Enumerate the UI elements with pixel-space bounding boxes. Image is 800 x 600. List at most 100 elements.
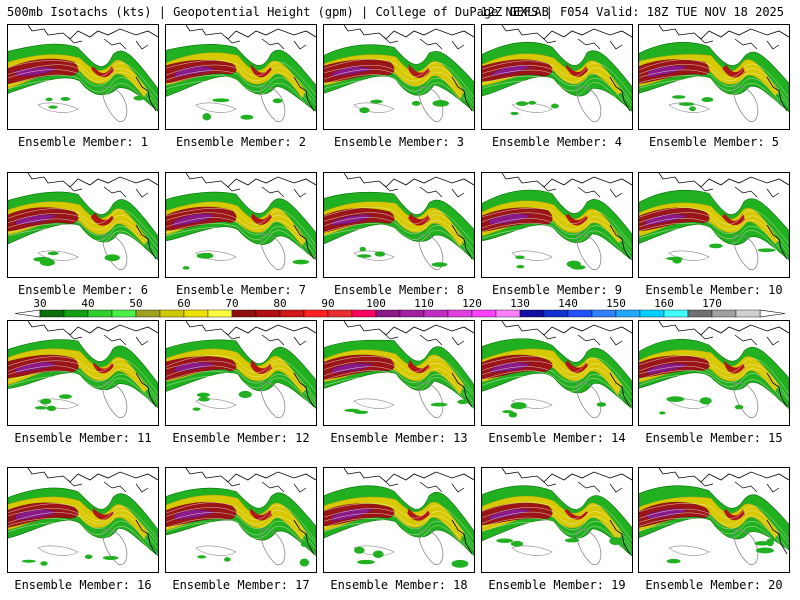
- colorbar-segment: [111, 309, 137, 318]
- colorbar-label: 30: [33, 297, 46, 310]
- ensemble-map: [8, 468, 158, 566]
- colorbar-label: 170: [702, 297, 722, 310]
- ensemble-member-caption: Ensemble Member: 7: [175, 283, 307, 297]
- ensemble-member-caption: Ensemble Member: 4: [491, 135, 623, 149]
- colorbar-segment: [327, 309, 353, 318]
- ensemble-map: [482, 173, 632, 271]
- colorbar-segment: [87, 309, 113, 318]
- colorbar-segment: [711, 309, 737, 318]
- colorbar-segment: [735, 309, 761, 318]
- ensemble-member-caption: Ensemble Member: 17: [172, 578, 310, 592]
- ensemble-member-caption: Ensemble Member: 19: [488, 578, 626, 592]
- colorbar-segment: [207, 309, 233, 318]
- ensemble-map: [324, 321, 474, 419]
- ensemble-member-caption: Ensemble Member: 11: [14, 431, 152, 445]
- colorbar-segment: [471, 309, 497, 318]
- colorbar-label: 40: [81, 297, 94, 310]
- ensemble-member-caption: Ensemble Member: 6: [17, 283, 149, 297]
- ensemble-map: [324, 468, 474, 568]
- ensemble-member-caption: Ensemble Member: 8: [333, 283, 465, 297]
- colorbar-segment: [135, 309, 161, 318]
- ensemble-member-panel: [481, 24, 633, 130]
- colorbar-segment: [183, 309, 209, 318]
- ensemble-member-panel: [638, 467, 790, 573]
- colorbar-left-arrow: [14, 309, 41, 318]
- colorbar-segment: [447, 309, 473, 318]
- ensemble-member-caption: Ensemble Member: 13: [330, 431, 468, 445]
- ensemble-member-panel: [323, 320, 475, 426]
- ensemble-member-panel: [323, 467, 475, 573]
- ensemble-member-panel: [7, 467, 159, 573]
- ensemble-member-caption: Ensemble Member: 20: [645, 578, 783, 592]
- ensemble-member-caption: Ensemble Member: 15: [645, 431, 783, 445]
- colorbar-segment: [663, 309, 689, 318]
- ensemble-map: [639, 173, 789, 271]
- ensemble-map: [166, 468, 316, 567]
- colorbar-label: 120: [462, 297, 482, 310]
- colorbar-segment: [279, 309, 305, 318]
- ensemble-member-panel: [638, 320, 790, 426]
- colorbar-segment: [615, 309, 641, 318]
- colorbar-label: 50: [129, 297, 142, 310]
- header-title: 500mb Isotachs (kts) | Geopotential Heig…: [7, 5, 549, 19]
- colorbar-label: 140: [558, 297, 578, 310]
- colorbar-label: 130: [510, 297, 530, 310]
- ensemble-member-panel: [481, 467, 633, 573]
- colorbar-label: 80: [273, 297, 286, 310]
- colorbar-segment: [519, 309, 545, 318]
- ensemble-member-panel: [323, 24, 475, 130]
- ensemble-member-caption: Ensemble Member: 18: [330, 578, 468, 592]
- colorbar-segment: [639, 309, 665, 318]
- colorbar-segment: [399, 309, 425, 318]
- colorbar-segment: [159, 309, 185, 318]
- ensemble-map: [482, 25, 632, 123]
- colorbar-label: 100: [366, 297, 386, 310]
- ensemble-map: [324, 173, 474, 271]
- ensemble-map: [482, 468, 632, 566]
- ensemble-map: [324, 25, 474, 123]
- ensemble-member-panel: [7, 172, 159, 278]
- ensemble-member-panel: [165, 172, 317, 278]
- ensemble-member-panel: [7, 320, 159, 426]
- ensemble-member-panel: [165, 24, 317, 130]
- colorbar-segment: [423, 309, 449, 318]
- colorbar-segment: [231, 309, 257, 318]
- colorbar-label: 160: [654, 297, 674, 310]
- ensemble-member-caption: Ensemble Member: 5: [648, 135, 780, 149]
- ensemble-member-panel: [481, 320, 633, 426]
- header-run-info: 12Z GEFS | F054 Valid: 18Z TUE NOV 18 20…: [480, 5, 784, 19]
- colorbar-segment: [255, 309, 281, 318]
- ensemble-member-caption: Ensemble Member: 3: [333, 135, 465, 149]
- ensemble-map: [166, 321, 316, 419]
- colorbar-segment: [375, 309, 401, 318]
- ensemble-member-panel: [165, 320, 317, 426]
- ensemble-member-panel: [481, 172, 633, 278]
- ensemble-member-panel: [165, 467, 317, 573]
- ensemble-map: [8, 25, 158, 123]
- colorbar-right-arrow: [759, 309, 786, 318]
- ensemble-member-panel: [7, 24, 159, 130]
- ensemble-member-caption: Ensemble Member: 12: [172, 431, 310, 445]
- ensemble-member-panel: [638, 172, 790, 278]
- colorbar-segment: [351, 309, 377, 318]
- ensemble-map: [639, 321, 789, 419]
- colorbar-label: 110: [414, 297, 434, 310]
- ensemble-map: [166, 173, 316, 271]
- ensemble-map: [639, 468, 789, 566]
- colorbar-label: 150: [606, 297, 626, 310]
- ensemble-member-caption: Ensemble Member: 10: [645, 283, 783, 297]
- ensemble-map: [639, 25, 789, 123]
- ensemble-map: [8, 321, 158, 419]
- colorbar-segment: [63, 309, 89, 318]
- ensemble-member-panel: [638, 24, 790, 130]
- colorbar-segment: [567, 309, 593, 318]
- colorbar-segment: [543, 309, 569, 318]
- colorbar-label: 60: [177, 297, 190, 310]
- colorbar-segment: [687, 309, 713, 318]
- ensemble-member-caption: Ensemble Member: 14: [488, 431, 626, 445]
- ensemble-member-panel: [323, 172, 475, 278]
- wind-speed-colorbar: 30 40 50 60 70 80 90 100 110 120 130 140 150 160 170: [14, 297, 786, 318]
- ensemble-member-caption: Ensemble Member: 16: [14, 578, 152, 592]
- colorbar-label: 90: [321, 297, 334, 310]
- ensemble-map: [166, 25, 316, 123]
